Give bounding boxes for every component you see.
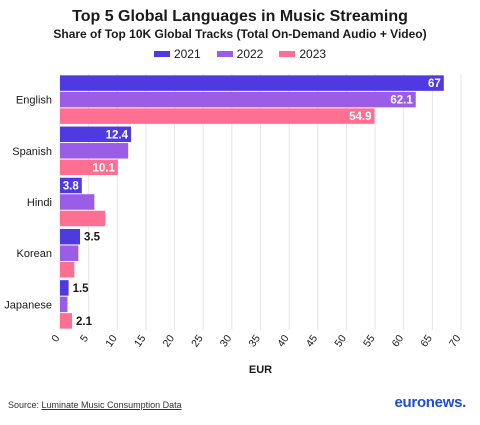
x-tick-label: 70 <box>447 333 464 350</box>
source-prefix: Source: <box>8 400 42 410</box>
x-tick-label: 5 <box>78 333 91 345</box>
legend-swatch-2021 <box>153 51 170 57</box>
legend-swatch-2023 <box>279 51 296 57</box>
chart-title: Top 5 Global Languages in Music Streamin… <box>72 8 408 25</box>
x-tick-label: 50 <box>332 333 349 350</box>
bar-hindi-2023 <box>60 210 106 227</box>
x-tick-label: 40 <box>275 333 292 350</box>
x-tick-label: 15 <box>132 333 149 350</box>
x-tick-label: 65 <box>418 333 435 350</box>
bar-japanese-2021 <box>60 280 69 296</box>
category-label: Spanish <box>12 146 52 158</box>
data-label: 54.9 <box>349 111 371 123</box>
bar-japanese-2022 <box>60 296 68 313</box>
chart-subtitle: Share of Top 10K Global Tracks (Total On… <box>53 27 427 41</box>
bar-english-2022 <box>60 91 416 108</box>
legend-item-2021[interactable]: 2021 <box>153 47 201 61</box>
category-label: English <box>16 95 52 107</box>
source-link[interactable]: Luminate Music Consumption Data <box>41 400 182 410</box>
x-tick-label: 30 <box>218 333 235 350</box>
brand-dot: . <box>462 394 466 411</box>
bar-english-2021 <box>60 75 444 91</box>
data-label: 3.5 <box>84 232 101 244</box>
data-label: 62.1 <box>390 95 413 107</box>
data-label: 3.8 <box>63 181 80 193</box>
bar-hindi-2021 <box>60 177 82 194</box>
source-note: Source: Luminate Music Consumption Data <box>8 400 182 410</box>
x-tick-label: 0 <box>49 333 62 345</box>
bar-english-2023 <box>60 108 375 124</box>
brand-main: euronews <box>394 394 463 411</box>
x-tick-label: 20 <box>160 333 177 350</box>
bar-spanish-2023 <box>60 159 118 176</box>
bar-spanish-2021 <box>60 126 132 143</box>
legend-item-2023[interactable]: 2023 <box>279 47 326 61</box>
x-tick-label: 60 <box>390 333 407 350</box>
data-label: 2.1 <box>76 316 93 328</box>
legend-label-2023: 2023 <box>299 47 327 61</box>
bar-korean-2021 <box>60 228 81 245</box>
data-label: 12.4 <box>106 129 129 141</box>
data-label: 1.5 <box>73 283 90 295</box>
chart-legend: 2021 2022 2023 <box>0 47 480 61</box>
bar-hindi-2022 <box>60 194 95 210</box>
bar-japanese-2023 <box>60 313 73 329</box>
category-label: Hindi <box>27 197 52 209</box>
data-label: 67 <box>428 78 441 90</box>
legend-label-2021: 2021 <box>173 47 201 61</box>
legend-label-2022: 2022 <box>236 47 264 61</box>
data-label: 10.1 <box>92 162 115 174</box>
x-axis-title: EUR <box>249 364 272 376</box>
category-label: Japanese <box>4 299 52 311</box>
category-label: Korean <box>17 248 52 260</box>
x-tick-label: 45 <box>304 333 321 350</box>
x-tick-label: 55 <box>361 333 378 350</box>
x-tick-label: 25 <box>189 333 206 350</box>
x-tick-label: 35 <box>246 333 263 350</box>
bar-korean-2023 <box>60 261 75 278</box>
x-tick-label: 10 <box>103 333 120 350</box>
bar-spanish-2022 <box>60 143 129 159</box>
legend-swatch-2022 <box>216 51 233 57</box>
bar-korean-2022 <box>60 245 79 261</box>
euronews-logo: euronews. <box>395 394 467 411</box>
legend-item-2022[interactable]: 2022 <box>216 47 264 61</box>
